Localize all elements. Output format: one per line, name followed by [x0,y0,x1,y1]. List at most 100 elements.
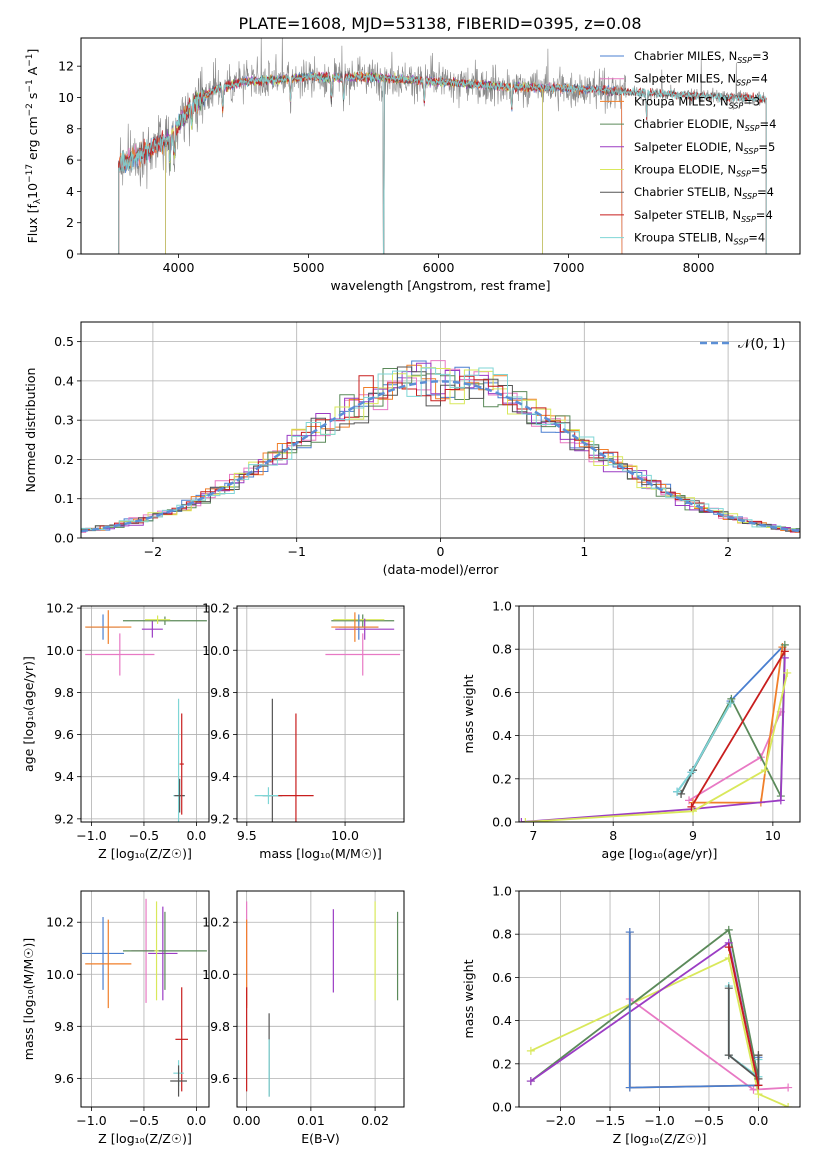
panel-residuals: −2 −1 0 1 2 0.0 0.1 0.2 0.3 0.4 0.5 (data-model)/er… [23,321,801,577]
weight-point-marker [526,1077,535,1086]
legend-entry-nssp: 5 [768,140,775,154]
legend-entry-nssp-sub: SSP [729,101,744,110]
y-tick-label: 10 [58,90,74,105]
y-axis-label-part: ] [25,49,40,54]
histogram-step [81,367,800,531]
weight-point-marker [687,768,696,777]
y-axis-label-part: λ [33,198,43,204]
y-tick-label: 0.6 [492,970,512,985]
legend-entry-nssp-label: , N [718,231,734,245]
legend-entry: Chabrier ELODIE, NSSP=4 [634,117,776,133]
x-tick-label: −0.5 [129,828,159,843]
plot-area [254,612,401,822]
y-tick-label: 9.4 [54,769,74,784]
y-tick-label: 1.0 [492,599,512,614]
legend-entry-nssp-label: , N [726,185,742,199]
x-tick-label: −0.5 [129,1113,159,1128]
y-tick-label: 10.2 [202,601,230,616]
y-tick-label: 9.8 [54,1019,74,1034]
legend-entry-nssp-label: , N [725,208,741,222]
panels: 4000 5000 6000 7000 8000024681012wavelength … [21,37,801,1146]
plot-area [519,640,792,822]
legend-entry-name: Salpeter ELODIE [634,140,728,154]
legend-entry-nssp-sub: SSP [734,238,749,247]
legend-entry-eq: = [760,117,770,131]
y-tick-label: 2 [66,215,74,230]
axes-frame [518,890,801,1108]
panel-age-vs-mass: 9.5 10.0 9.2 9.4 9.6 9.8 10.0 10.2 mass [log₁₀(M… [202,601,405,861]
x-tick-label: 10.0 [331,828,359,843]
weight-point-marker [673,787,682,796]
legend-entry-name: Kroupa STELIB [634,231,718,245]
panel-age-vs-Z: −1.0 −0.5 0.0 9.2 9.4 9.6 9.8 10.0 10.2 Z [log₁₀(… [21,601,210,861]
y-axis-label-part: erg cm [25,116,40,164]
legend-entry: 𝒩(0, 1) [738,337,785,352]
weight-point-marker [526,1046,535,1055]
legend-entry-nssp-label: , N [721,49,737,63]
legend-entry-eq: = [756,208,766,222]
x-axis-label: E(B-V) [301,1131,340,1146]
weight-point-marker [784,1103,793,1107]
y-axis-label-part: 10 [25,183,40,199]
y-tick-label: 9.2 [210,811,230,826]
y-tick-label: 0.4 [54,373,74,388]
y-tick-label: 9.8 [210,685,230,700]
legend-entry-nssp: 4 [767,185,774,199]
legend-entry-name: Chabrier MILES [634,49,721,63]
legend-entry: Kroupa ELODIE, NSSP=5 [634,163,768,179]
panel-mass-vs-Z: −1.0 −0.5 0.0 9.6 9.8 10.0 10.2 Z [log₁₀(Z/Z☉)]… [21,890,210,1146]
legend-entry-name: Kroupa MILES [634,94,713,108]
legend-entry-nssp: 5 [760,163,767,177]
legend-entry-nssp-label: , N [728,140,744,154]
weight-point-marker [724,943,733,952]
x-tick-label: 1 [580,544,588,559]
y-tick-label: 0.2 [492,771,512,786]
y-tick-label: 0.0 [54,531,74,546]
x-tick-label: 5000 [293,260,325,275]
x-tick-label: 0.0 [186,828,206,843]
legend-entry-nssp-sub: SSP [741,215,756,224]
weight-point-marker [754,1081,763,1090]
legend-entry: Salpeter ELODIE, NSSP=5 [634,140,775,156]
y-tick-label: 0.4 [492,1013,512,1028]
axes-frame [236,890,405,1108]
weight-point-marker [689,807,698,816]
panel-spectrum: 4000 5000 6000 7000 8000 0 2 4 6 8 10 12 wavelength … [25,37,801,293]
x-tick-label: 7000 [553,260,585,275]
plot-area [82,898,207,1097]
weight-point-marker [780,647,789,656]
x-tick-label: 0.00 [233,1113,261,1128]
y-tick-label: 10.2 [46,915,74,930]
y-axis-label-part: s [25,93,40,104]
legend-entry-nssp: 3 [762,49,769,63]
axes-frame [518,605,801,823]
y-tick-label: 0.2 [54,452,74,467]
y-axis-label: age [log₁₀(age/yr)] [21,656,36,772]
weight-point-marker [783,668,792,677]
legend-entry-name: Salpeter MILES [634,72,720,86]
x-axis-label: mass [log₁₀(M/M☉)] [259,846,381,861]
spectrum-model-line [118,72,767,254]
x-tick-label: −1.0 [76,828,106,843]
y-axis-label-part: −2 [25,103,35,116]
x-tick-label: −2 [144,544,162,559]
x-tick-label: 0.0 [748,1113,768,1128]
weight-point-marker [625,1083,634,1092]
x-tick-label: 0 [437,544,445,559]
legend-entry-nssp-label: , N [729,117,745,131]
x-tick-label: 10 [765,828,781,843]
y-tick-label: 0.1 [54,491,74,506]
y-axis-label: Flux [fλ10−17 erg cm−2 s−1 A−1] [25,49,43,244]
axes-frame [80,890,210,1108]
legend-entry-nssp-label: , N [713,94,729,108]
x-tick-label: 6000 [423,260,455,275]
y-axis-label-part: Flux [f [25,204,40,244]
legend-entry: Chabrier MILES, NSSP=3 [634,49,769,65]
legend-entry-name: Salpeter STELIB [634,208,725,222]
x-tick-label: −0.5 [694,1113,724,1128]
y-axis-label-part: −1 [25,79,35,92]
legend-entry-eq: = [743,94,753,108]
y-tick-label: 8 [66,121,74,136]
x-axis-label: Z [log₁₀(Z/Z☉)] [98,846,192,861]
